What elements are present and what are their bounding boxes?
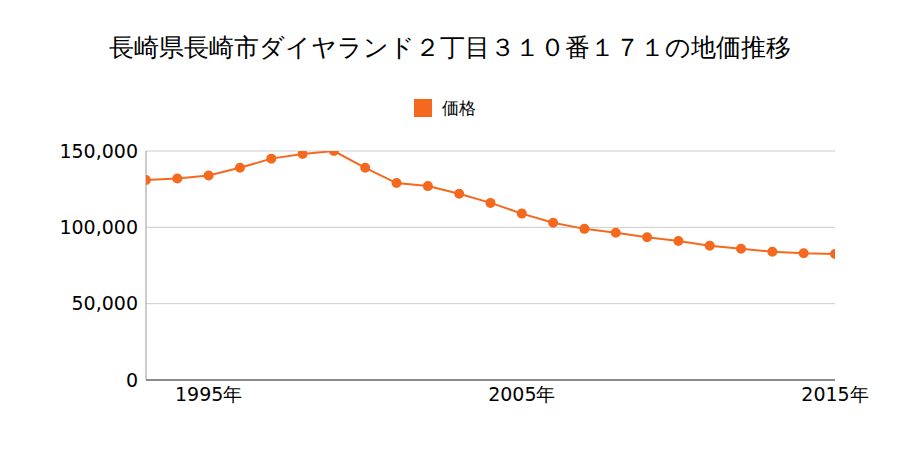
svg-text:0: 0 xyxy=(126,369,138,391)
svg-text:2005年: 2005年 xyxy=(488,383,555,405)
svg-text:150,000: 150,000 xyxy=(59,140,138,162)
html-text:長崎県長崎市ダイヤランド２丁目３１０番１７１の地価推移: 長崎県長崎市ダイヤランド２丁目３１０番１７１の地価推移 xyxy=(109,33,791,62)
svg-text:1995年: 1995年 xyxy=(175,383,242,405)
html-text:価格: 価格 xyxy=(442,97,476,118)
svg-text:50,000: 50,000 xyxy=(72,292,138,314)
svg-text:100,000: 100,000 xyxy=(59,216,138,238)
svg-text:2015年: 2015年 xyxy=(801,383,868,405)
